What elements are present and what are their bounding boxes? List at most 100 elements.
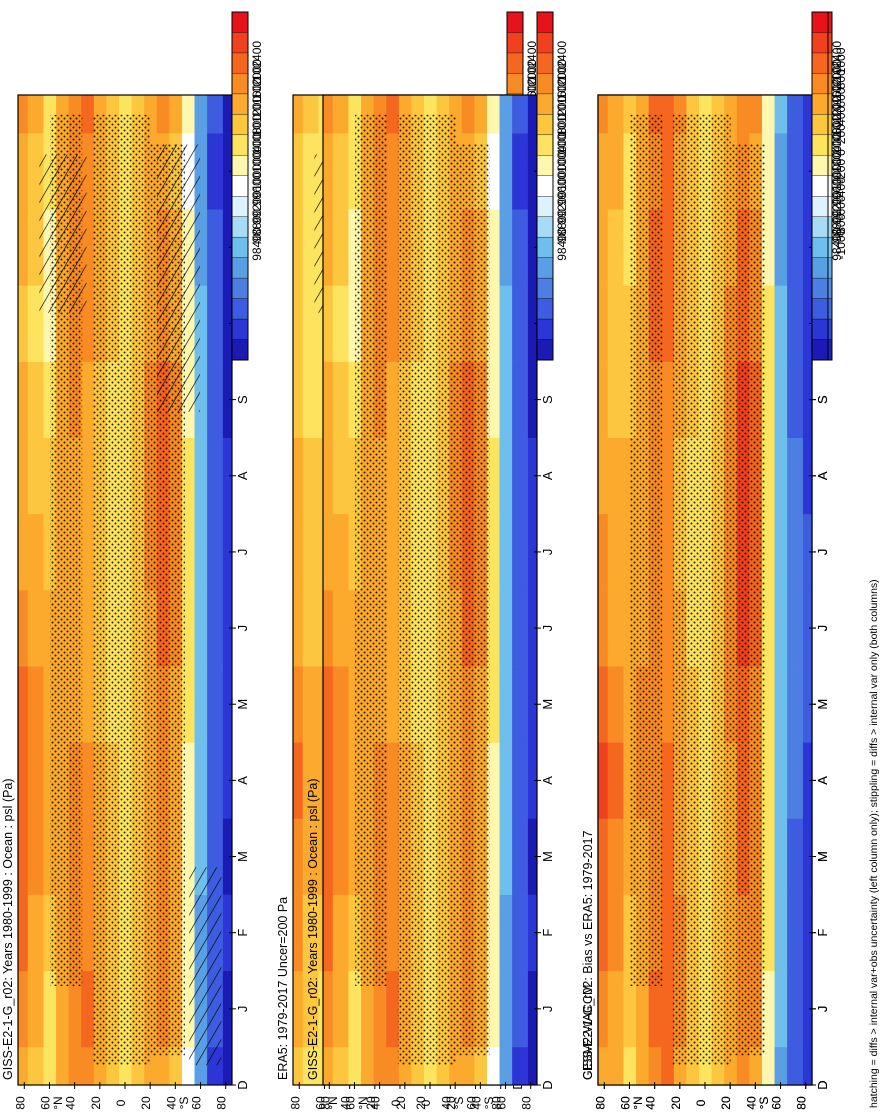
- hatching: [39, 154, 87, 313]
- hatching: [189, 867, 222, 1066]
- x-tick-label: S: [815, 395, 830, 404]
- y-tick-label: 60: [495, 1096, 509, 1110]
- y-tick-label: 20: [719, 1096, 733, 1110]
- heatmap-cell: [660, 209, 674, 286]
- panel-title: GISS-E2-1-G_r02: Bias vs ERA5: 1979-2017: [581, 831, 595, 1080]
- colorbar-swatch: [231, 298, 249, 320]
- heatmap-cell: [293, 133, 303, 210]
- heatmap-cell: [461, 95, 475, 134]
- y-tick-label: 20: [719, 1096, 733, 1110]
- stippling: [455, 144, 490, 1056]
- heatmap-cell: [206, 209, 223, 286]
- heatmap-cell: [18, 590, 28, 667]
- heatmap-cell: [802, 818, 813, 895]
- heatmap-cell: [323, 513, 333, 591]
- heatmap-cell: [18, 742, 28, 819]
- colorbar-label: 101600: [555, 77, 569, 117]
- heatmap-cell: [302, 666, 319, 743]
- colorbar-label: 99200: [250, 190, 264, 224]
- heatmap-cell: [598, 133, 608, 210]
- heatmap-cell: [660, 437, 674, 515]
- stippling: [397, 114, 456, 1066]
- heatmap-cell: [222, 666, 233, 743]
- colorbar-swatch: [231, 277, 249, 300]
- heatmap-cell: [499, 133, 513, 210]
- heatmap-cell: [27, 437, 44, 515]
- heatmap-cell: [786, 666, 803, 743]
- heatmap-cell: [385, 818, 399, 895]
- heatmap-cell: [786, 133, 803, 210]
- heatmap-cell: [511, 133, 528, 210]
- colorbar-swatch: [231, 93, 249, 115]
- hemisphere-label: °S: [757, 1097, 771, 1110]
- heatmap-cell: [385, 437, 399, 515]
- heatmap-cell: [774, 133, 788, 210]
- y-tick-label: 40: [339, 1096, 353, 1110]
- colorbar-frame: [536, 11, 554, 361]
- heatmap-cell: [222, 894, 233, 972]
- heatmap-cell: [607, 894, 624, 972]
- x-tick-label: F: [815, 929, 830, 937]
- heatmap-cell: [323, 361, 333, 438]
- x-tick-label: J: [815, 1006, 830, 1013]
- colorbar-label: 99600: [250, 172, 264, 206]
- colorbar-label: 98400: [830, 227, 844, 261]
- colorbar-swatch: [231, 114, 249, 136]
- y-tick-label: 60: [313, 1096, 327, 1110]
- y-tick-label: 60: [190, 1096, 204, 1110]
- x-tick-label: J: [540, 1006, 555, 1013]
- heatmap-cell: [635, 1046, 649, 1086]
- heatmap-cell: [27, 1046, 44, 1086]
- heatmap-cell: [385, 133, 399, 210]
- x-tick-label: A: [815, 776, 830, 785]
- heatmap-cell: [607, 590, 624, 667]
- colorbar-label: 98400: [555, 227, 569, 261]
- heatmap-cell: [80, 666, 94, 743]
- heatmap-cell: [222, 742, 233, 819]
- colorbar-label: -200: [834, 159, 848, 183]
- x-tick-label: F: [540, 929, 555, 937]
- colorbar-label: 98800: [555, 209, 569, 243]
- y-tick-label: 0: [389, 1099, 403, 1106]
- heatmap-cell: [194, 666, 208, 743]
- heatmap-cell: [598, 361, 608, 438]
- heatmap-cell: [786, 513, 803, 591]
- colorbar-label: 600: [834, 87, 848, 107]
- heatmap-cell: [385, 590, 399, 667]
- colorbar-swatch: [231, 134, 249, 156]
- heatmap-cell: [786, 1046, 803, 1086]
- hemisphere-label: °S: [757, 1097, 771, 1110]
- heatmap-cell: [293, 894, 303, 972]
- heatmap-cell: [206, 666, 223, 743]
- heatmap-cell: [660, 95, 674, 134]
- heatmap-cell: [323, 285, 333, 362]
- colorbar-label: 102400: [555, 41, 569, 81]
- heatmap-cell: [27, 894, 44, 972]
- y-tick-label: 40: [744, 1096, 758, 1110]
- colorbar-label: 98800: [830, 209, 844, 243]
- heatmap-cell: [18, 666, 28, 743]
- x-tick-label: M: [235, 699, 250, 710]
- heatmap-cell: [598, 590, 608, 667]
- x-tick-label: M: [815, 851, 830, 862]
- heatmap-cell: [774, 894, 788, 972]
- y-tick-label: 40: [744, 1096, 758, 1110]
- heatmap-cell: [293, 970, 303, 1048]
- heatmap-cell: [293, 513, 303, 591]
- heatmap-cell: [511, 437, 528, 515]
- heatmap-cell: [802, 742, 813, 819]
- heatmap-cell: [302, 361, 319, 438]
- x-tick-label: A: [235, 776, 250, 785]
- colorbar-label: -400: [834, 177, 848, 201]
- hemisphere-label: °N: [356, 1096, 370, 1109]
- heatmap-cell: [499, 361, 513, 438]
- y-tick-label: 0: [419, 1099, 433, 1106]
- y-tick-label: 40: [469, 1096, 483, 1110]
- x-tick-label: A: [540, 471, 555, 480]
- heatmap-cell: [323, 970, 333, 1048]
- heatmap-cell: [660, 590, 674, 667]
- heatmap-cell: [474, 1046, 487, 1086]
- colorbar-swatch: [536, 134, 554, 156]
- heatmap-cell: [774, 361, 788, 438]
- colorbar-swatch: [536, 318, 554, 341]
